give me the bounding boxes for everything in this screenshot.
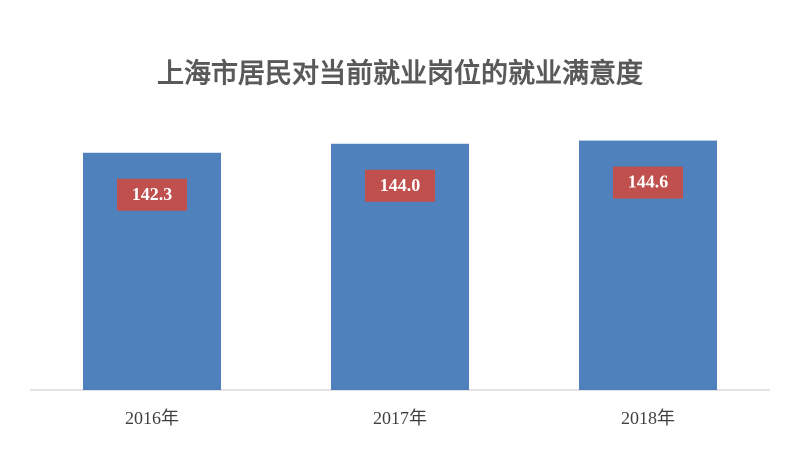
x-tick-label: 2018年: [621, 408, 675, 428]
value-label-box: [117, 178, 187, 211]
x-tick-label: 2016年: [125, 408, 179, 428]
value-label-box: [365, 169, 435, 202]
value-label: 144.6: [628, 172, 669, 192]
x-tick-label: 2017年: [373, 408, 427, 428]
value-label: 142.3: [132, 184, 173, 204]
chart-title: 上海市居民对当前就业岗位的就业满意度: [157, 58, 643, 90]
value-label-box: [613, 166, 683, 199]
value-label: 144.0: [380, 175, 421, 195]
